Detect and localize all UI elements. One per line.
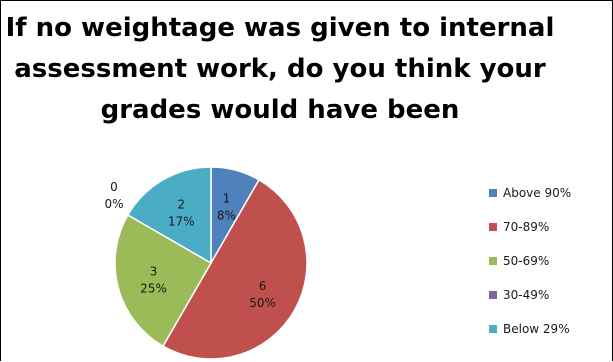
chart-title-line-3: grades would have been — [100, 95, 460, 125]
data-label-value: 3 — [150, 264, 158, 278]
legend-item-50-69: 50-69% — [489, 252, 571, 269]
chart-title-line-2: assessment work, do you think your — [14, 54, 546, 84]
legend-swatch — [489, 256, 497, 265]
legend-swatch — [489, 188, 497, 197]
data-label-percent: 8% — [217, 209, 236, 223]
legend-item-30-49: 30-49% — [489, 286, 571, 303]
data-label-percent: 25% — [140, 281, 167, 295]
legend-label: 30-49% — [503, 287, 550, 302]
data-label-value: 1 — [223, 192, 231, 206]
data-label-percent: 0% — [104, 197, 123, 211]
legend-label: 50-69% — [503, 253, 550, 268]
legend-label: 70-89% — [503, 219, 550, 234]
data-label-70-89: 650% — [249, 279, 276, 310]
legend-swatch — [489, 324, 497, 333]
data-label-percent: 50% — [249, 296, 276, 310]
legend-swatch — [489, 222, 497, 231]
data-label-value: 6 — [259, 279, 267, 293]
data-label-value: 0 — [110, 180, 118, 194]
chart-title: If no weightage was given to internal as… — [0, 8, 560, 131]
chart-title-line-1: If no weightage was given to internal — [5, 13, 555, 43]
data-label-below-29: 217% — [168, 197, 195, 228]
legend-item-70-89: 70-89% — [489, 218, 571, 235]
pie-slice-below-29 — [126, 166, 212, 265]
data-label-percent: 17% — [168, 214, 195, 228]
legend-item-below-29: Below 29% — [489, 320, 571, 337]
legend-label: Below 29% — [503, 321, 570, 336]
data-label-30-49: 00% — [104, 180, 123, 211]
chart-legend: Above 90% 70-89% 50-69% 30-49% Below 29% — [489, 184, 571, 354]
data-label-50-69: 325% — [140, 264, 167, 295]
pie-slice-50-69 — [114, 213, 213, 348]
data-label-above-90: 18% — [217, 192, 236, 223]
data-label-value: 2 — [177, 197, 185, 211]
legend-swatch — [489, 290, 497, 299]
legend-label: Above 90% — [503, 185, 572, 200]
pie-slice-70-89 — [161, 178, 308, 360]
legend-item-above-90: Above 90% — [489, 184, 571, 201]
